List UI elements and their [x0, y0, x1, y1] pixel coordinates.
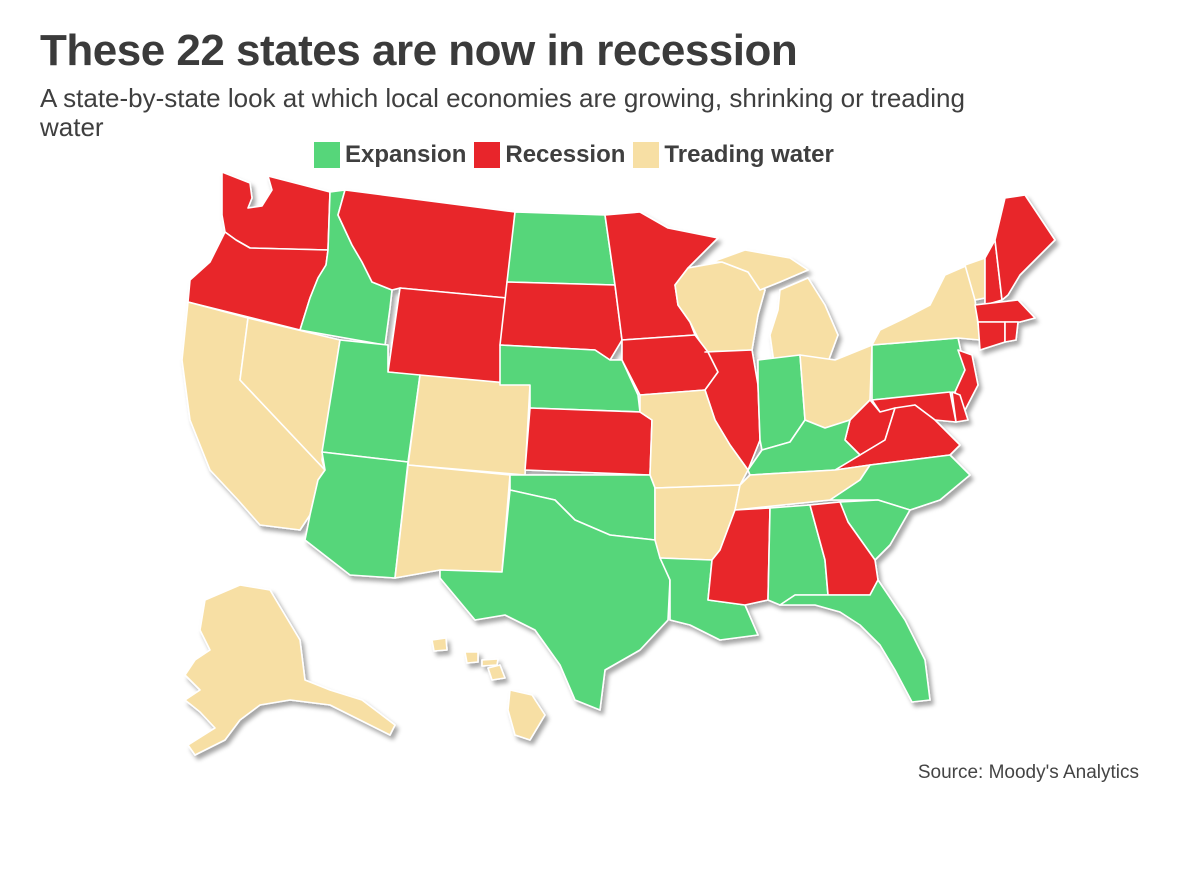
legend-item-expansion: Expansion [314, 141, 466, 169]
legend-swatch-expansion [314, 142, 340, 168]
state-ky [747, 419, 861, 476]
source-note: Source: Moody's Analytics [917, 762, 1139, 783]
state-ak [184, 584, 396, 756]
legend-label-treading-water: Treading water [664, 141, 834, 168]
state-me [994, 194, 1056, 301]
state-ct [977, 321, 1006, 351]
legend: Expansion Recession Treading water [314, 141, 842, 169]
state-ks [524, 407, 653, 476]
state-hi-molokai [481, 658, 499, 667]
state-wy [387, 287, 508, 386]
state-hi-oahu [464, 651, 479, 664]
legend-label-recession: Recession [505, 141, 626, 168]
state-wa [221, 171, 331, 251]
state-tx [439, 489, 671, 711]
state-hi-big [507, 689, 546, 741]
state-nm [394, 464, 511, 579]
state-co [407, 374, 531, 476]
state-mi-upper [711, 249, 809, 291]
state-ms [707, 507, 771, 606]
page-subtitle: A state-by-state look at which local eco… [40, 83, 965, 142]
state-nd [506, 211, 616, 286]
state-fl [779, 579, 931, 703]
state-ne [499, 344, 641, 413]
state-ny [871, 264, 981, 346]
state-hi-kauai [431, 637, 448, 652]
state-hi-maui [487, 664, 506, 681]
page-title: These 22 states are now in recession [40, 26, 798, 75]
legend-item-recession: Recession [474, 141, 625, 169]
legend-item-treading-water: Treading water [633, 141, 834, 169]
state-ri [1004, 321, 1019, 343]
state-ma [974, 299, 1036, 323]
legend-label-expansion: Expansion [345, 141, 467, 168]
state-pa [871, 337, 966, 401]
legend-swatch-treading-water [633, 142, 660, 168]
legend-swatch-recession [474, 142, 501, 168]
